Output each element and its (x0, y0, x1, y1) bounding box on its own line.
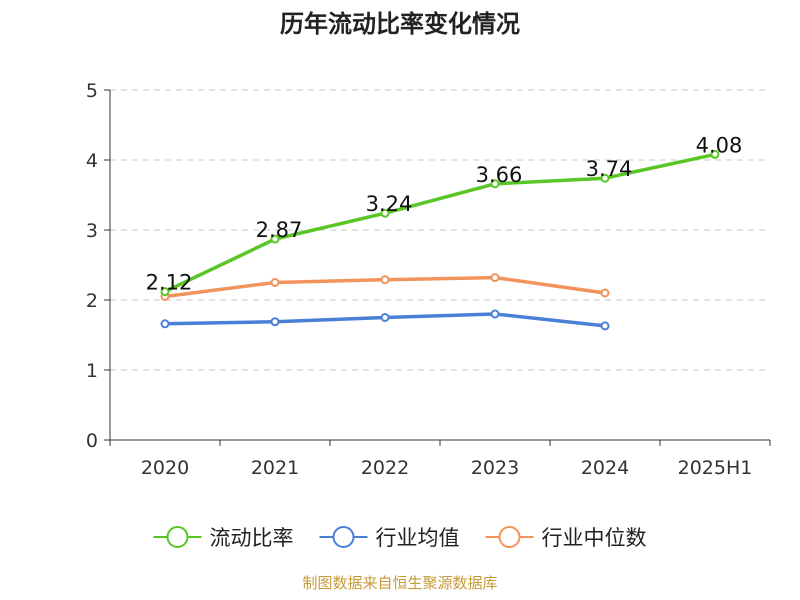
chart-title: 历年流动比率变化情况 (280, 10, 520, 38)
x-tick-label: 2020 (141, 457, 189, 479)
data-label: 3.74 (586, 157, 633, 181)
legend-item: 流动比率 (153, 526, 294, 550)
x-tick-label: 2022 (361, 457, 409, 479)
legend-marker (498, 526, 521, 548)
data-point (600, 321, 610, 331)
data-point (490, 273, 500, 283)
data-point (270, 234, 280, 244)
x-tick-label: 2023 (471, 457, 519, 479)
grid-lines (110, 89, 770, 371)
data-point (490, 309, 500, 319)
source-footer: 制图数据来自恒生聚源数据库 (302, 574, 498, 592)
data-point (380, 208, 390, 218)
data-point (380, 313, 390, 322)
data-label: 2.87 (256, 218, 303, 242)
legend-label: 行业中位数 (542, 526, 647, 550)
y-tick-label: 2 (86, 290, 98, 312)
legend-label: 流动比率 (210, 526, 294, 550)
legend-marker (332, 526, 355, 548)
data-point (270, 317, 280, 327)
legend-item: 行业中位数 (485, 526, 647, 550)
x-tick-label: 2025H1 (678, 457, 753, 479)
data-point (710, 149, 720, 159)
data-point (490, 179, 500, 189)
legend: 流动比率 行业均值 行业中位数 (153, 526, 647, 550)
data-point (600, 173, 610, 183)
y-tick-label: 4 (86, 150, 98, 172)
y-tick-label: 1 (86, 360, 98, 382)
series (160, 149, 720, 331)
data-label: 4.08 (696, 133, 743, 157)
y-tick-label: 3 (86, 220, 98, 242)
data-label: 2.12 (146, 271, 193, 295)
data-labels: 2.12 2.87 3.24 3.66 3.74 4.08 (146, 133, 743, 294)
x-tick-label: 2021 (251, 457, 299, 479)
data-point (160, 319, 170, 329)
legend-marker (166, 526, 189, 548)
data-point (270, 278, 280, 287)
data-point (380, 275, 390, 285)
data-point (600, 288, 610, 298)
legend-item: 行业均值 (319, 526, 460, 550)
legend-label: 行业均值 (376, 526, 460, 550)
data-label: 3.24 (366, 192, 413, 216)
data-point (160, 287, 170, 297)
y-tick-label: 0 (86, 430, 98, 452)
data-label: 3.66 (476, 163, 523, 187)
series-line (164, 152, 716, 294)
x-tick-label: 2024 (581, 457, 629, 479)
y-tick-label: 5 (86, 80, 98, 102)
axes: 0 1 2 3 4 5 2020 2021 2022 2023 2024 2025H1 (86, 80, 771, 479)
